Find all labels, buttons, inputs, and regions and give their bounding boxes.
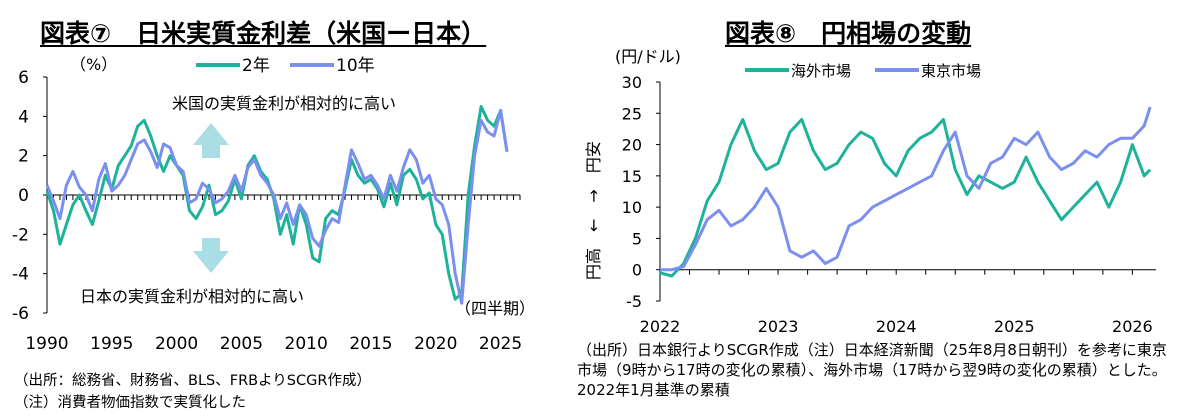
arrow-down-icon: [193, 238, 229, 273]
y-tick-label: -4: [12, 265, 29, 285]
y-unit-label: （%）: [70, 55, 117, 74]
x-tick-label: 2025: [994, 317, 1035, 336]
x-tick-label: 2000: [155, 334, 198, 354]
y-tick-label: 0: [18, 186, 29, 206]
chart-panel-rate-diff: 図表⑦ 日米実質金利差（米国ー日本） （%） 2年 10年 6 4 2 0 -2 -4 -6…: [0, 0, 560, 420]
legend: 海外市場 東京市場: [745, 62, 981, 80]
source-note: （出所）日本銀行よりSCGR作成（注）日本経済新聞（25年8月8日朝刊）を参考に…: [577, 341, 1167, 399]
y-tick-label: 4: [18, 107, 29, 127]
y-side-label: 円高 ← → 円安: [584, 141, 603, 280]
y-tick-label: 20: [622, 136, 642, 155]
chart-title: 図表⑦ 日米実質金利差（米国ー日本）: [40, 19, 487, 48]
x-tick-label: 2022: [640, 317, 681, 336]
annotation-us-higher: 米国の実質金利が相対的に高い: [172, 94, 396, 113]
y-tick-label: 0: [632, 261, 642, 280]
y-tick-label: -2: [12, 225, 29, 245]
x-tick-label: 1995: [90, 334, 133, 354]
y-tick-label: 25: [622, 104, 642, 123]
y-tick-label: 2: [18, 147, 29, 167]
legend-label-overseas: 海外市場: [791, 62, 851, 80]
y-tick-label: 15: [622, 167, 642, 186]
x-tick-label: 2020: [414, 334, 457, 354]
y-unit-label: (円/ドル): [615, 47, 681, 66]
legend-label-tokyo: 東京市場: [921, 62, 981, 80]
x-tick-label: 2005: [220, 334, 263, 354]
x-tick-label: 2015: [349, 334, 392, 354]
series-line-10y: [45, 108, 509, 305]
x-tick-label: 2023: [758, 317, 799, 336]
series-line-overseas: [659, 118, 1152, 278]
x-tick-label: 2026: [1112, 317, 1153, 336]
legend: 2年 10年: [196, 56, 375, 76]
y-tick-label: -6: [12, 304, 29, 324]
series-line-2y: [45, 105, 509, 301]
y-tick-label: 30: [622, 73, 642, 92]
rate-diff-chart: （%） 2年 10年 6 4 2 0 -2 -4 -6 1990 1995 2000 2005 20…: [12, 55, 535, 354]
y-tick-label: -5: [626, 292, 642, 311]
source-note: （出所：総務省、財務省、BLS、FRBよりSCGR作成）: [14, 373, 371, 389]
chart-panel-yen: 図表⑧ 円相場の変動 (円/ドル) 海外市場 東京市場 円高 ← → 円安 30…: [575, 0, 1182, 420]
legend-label-2y: 2年: [242, 56, 270, 76]
x-tick-label: 2025: [479, 334, 522, 354]
legend-label-10y: 10年: [336, 56, 375, 76]
y-tick-label: 5: [632, 229, 642, 248]
x-tick-label: 2010: [285, 334, 328, 354]
y-tick-label: 6: [18, 68, 29, 88]
x-axis-note: （四半期）: [455, 299, 535, 318]
x-tick-label: 1990: [25, 334, 68, 354]
annotation-japan-higher: 日本の実質金利が相対的に高い: [80, 287, 304, 306]
chart-title: 図表⑧ 円相場の変動: [725, 19, 972, 48]
yen-chart: (円/ドル) 海外市場 東京市場 円高 ← → 円安 30 25 20 15 10 5 0 -…: [584, 47, 1156, 336]
remark-note: （注）消費者物価指数で実質化した: [14, 395, 246, 411]
x-tick-label: 2024: [876, 317, 917, 336]
series-line-tokyo: [660, 106, 1152, 272]
y-tick-label: 10: [622, 198, 642, 217]
arrow-up-icon: [193, 123, 229, 158]
